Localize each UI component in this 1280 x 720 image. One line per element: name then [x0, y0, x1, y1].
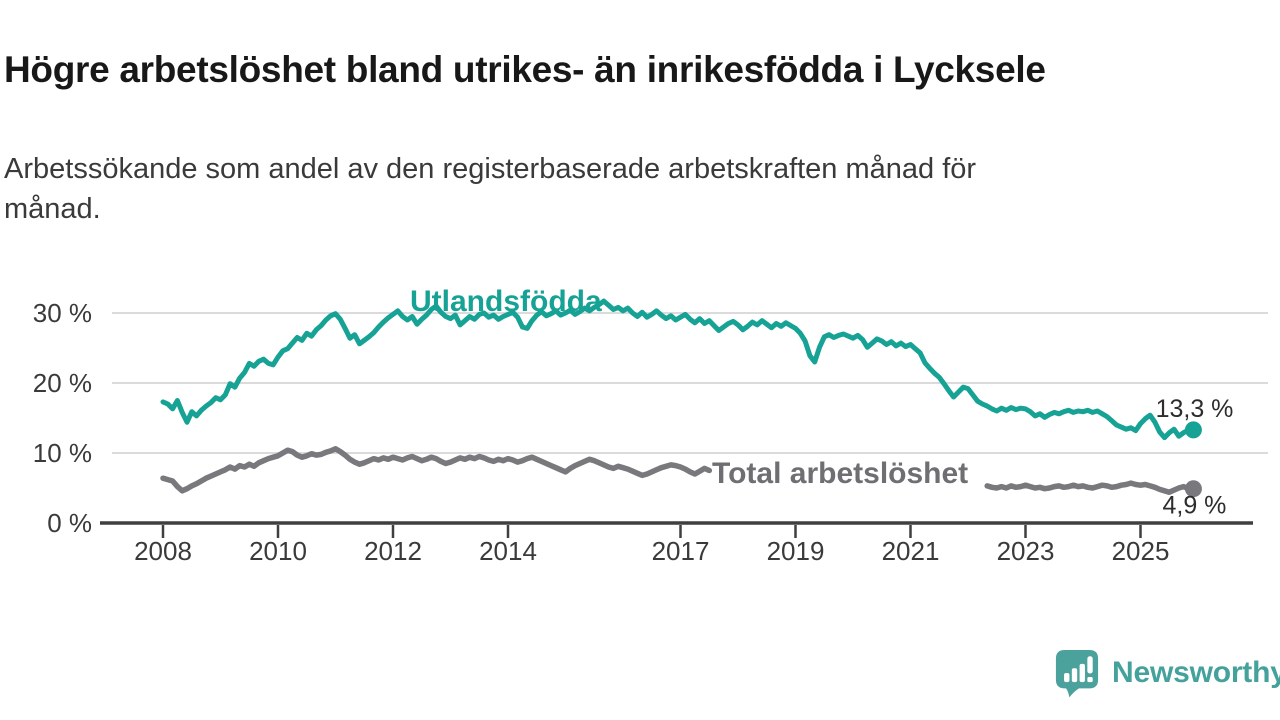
series-line-total-seg2 [984, 480, 1192, 495]
x-axis-label-2010: 2010 [249, 536, 307, 566]
x-axis-label-2014: 2014 [479, 536, 537, 566]
series-end-value-label-utlandsfodda: 13,3 % [1156, 395, 1234, 423]
series-end-value-label-total: 4,9 % [1162, 492, 1226, 520]
y-axis-label-10: 10 % [33, 438, 92, 468]
newsworthy-speech-bubble-chart-icon [1055, 650, 1099, 698]
chart-subtitle: Arbetssökande som andel av den registerb… [4, 153, 977, 225]
series-line-utlandsfodda [160, 298, 1191, 441]
y-axis-label-0: 0 % [47, 508, 92, 538]
series-end-dot-utlandsfodda [1184, 421, 1202, 439]
newsworthy-logo: Newsworthy [1054, 648, 1280, 698]
x-axis-label-2025: 2025 [1112, 536, 1170, 566]
x-axis-label-2008: 2008 [134, 536, 192, 566]
x-axis-label-2019: 2019 [767, 536, 825, 566]
series-inline-label-utlandsfodda: Utlandsfödda [410, 285, 602, 318]
x-axis-label-2012: 2012 [364, 536, 422, 566]
series-line-total-seg1 [160, 446, 713, 494]
series-end-dot-total [1184, 480, 1202, 498]
y-axis-label-20: 20 % [33, 368, 92, 398]
page-title: Högre arbetslöshet bland utrikes- än inr… [4, 48, 1046, 90]
x-axis-label-2021: 2021 [882, 536, 940, 566]
newsworthy-wordmark: Newsworthy [1112, 656, 1280, 689]
series-inline-label-total: Total arbetslöshet [712, 457, 968, 490]
y-axis-label-30: 30 % [33, 298, 92, 328]
x-axis-label-2017: 2017 [652, 536, 710, 566]
x-axis-label-2023: 2023 [997, 536, 1055, 566]
